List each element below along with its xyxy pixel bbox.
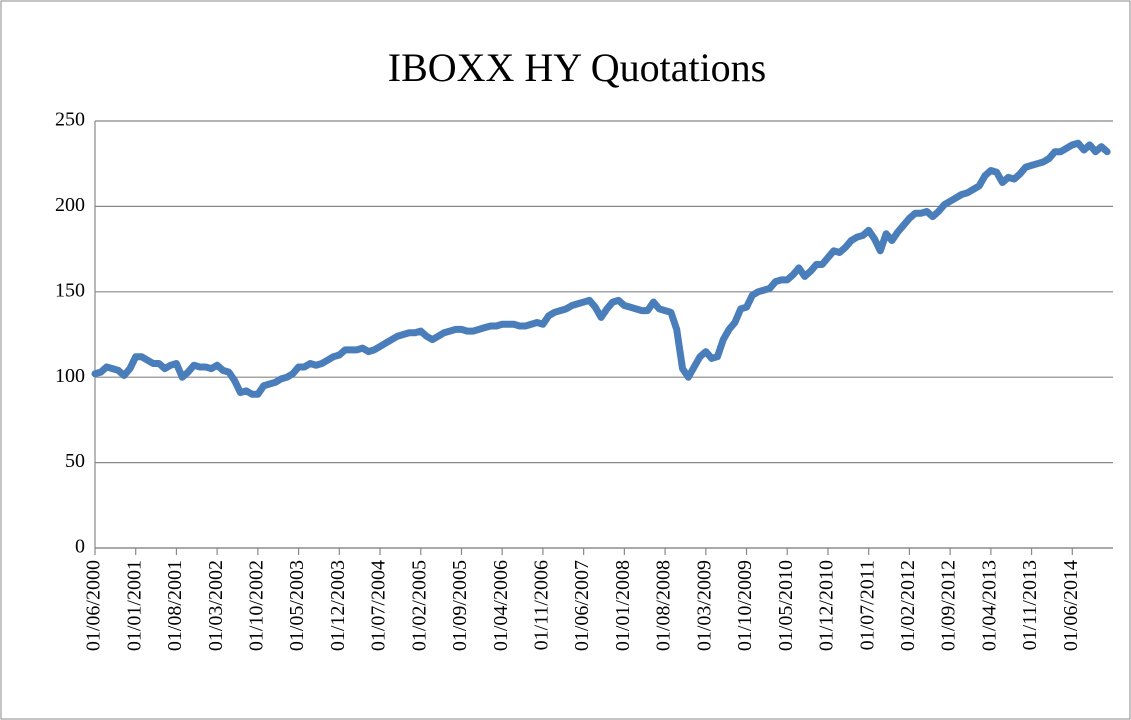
x-tick-label: 01/03/2009 [693, 560, 715, 651]
y-tick-label: 0 [75, 536, 85, 558]
x-tick-label: 01/06/2000 [83, 560, 105, 651]
x-tick-label: 01/03/2002 [205, 560, 227, 651]
x-tick-label: 01/10/2009 [734, 560, 756, 651]
x-tick-label: 01/01/2008 [612, 560, 634, 651]
x-tick-label: 01/04/2013 [978, 560, 1000, 651]
x-tick-label: 01/11/2006 [531, 560, 553, 650]
x-tick-label: 01/10/2002 [245, 560, 267, 651]
y-tick-label: 50 [65, 450, 85, 472]
line-series [91, 139, 1111, 398]
x-tick-label: 01/04/2006 [490, 560, 512, 651]
x-tick-label: 01/12/2003 [327, 560, 349, 651]
y-tick-label: 150 [55, 279, 85, 301]
x-tick-label: 01/09/2012 [938, 560, 960, 651]
chart-title: IBOXX HY Quotations [388, 45, 767, 90]
x-tick-label: 01/07/2004 [368, 560, 390, 651]
x-tick-label: 01/06/2014 [1060, 560, 1082, 651]
y-tick-label: 100 [55, 365, 85, 387]
x-tick-label: 01/05/2010 [775, 560, 797, 651]
y-tick-label: 250 [55, 109, 85, 131]
x-tick-label: 01/09/2005 [449, 560, 471, 651]
x-tick-label: 01/01/2001 [123, 560, 145, 651]
x-tick-label: 01/07/2011 [856, 560, 878, 650]
x-tick-label: 01/08/2001 [164, 560, 186, 651]
x-tick-label: 01/08/2008 [653, 560, 675, 651]
x-tick-label: 01/12/2010 [816, 560, 838, 651]
x-tick-label: 01/02/2012 [897, 560, 919, 651]
x-tick-label: 01/02/2005 [408, 560, 430, 651]
x-tick-label: 01/06/2007 [571, 560, 593, 651]
x-tick-label: 01/05/2003 [286, 560, 308, 651]
x-tick-label: 01/11/2013 [1019, 560, 1041, 650]
y-tick-label: 200 [55, 194, 85, 216]
